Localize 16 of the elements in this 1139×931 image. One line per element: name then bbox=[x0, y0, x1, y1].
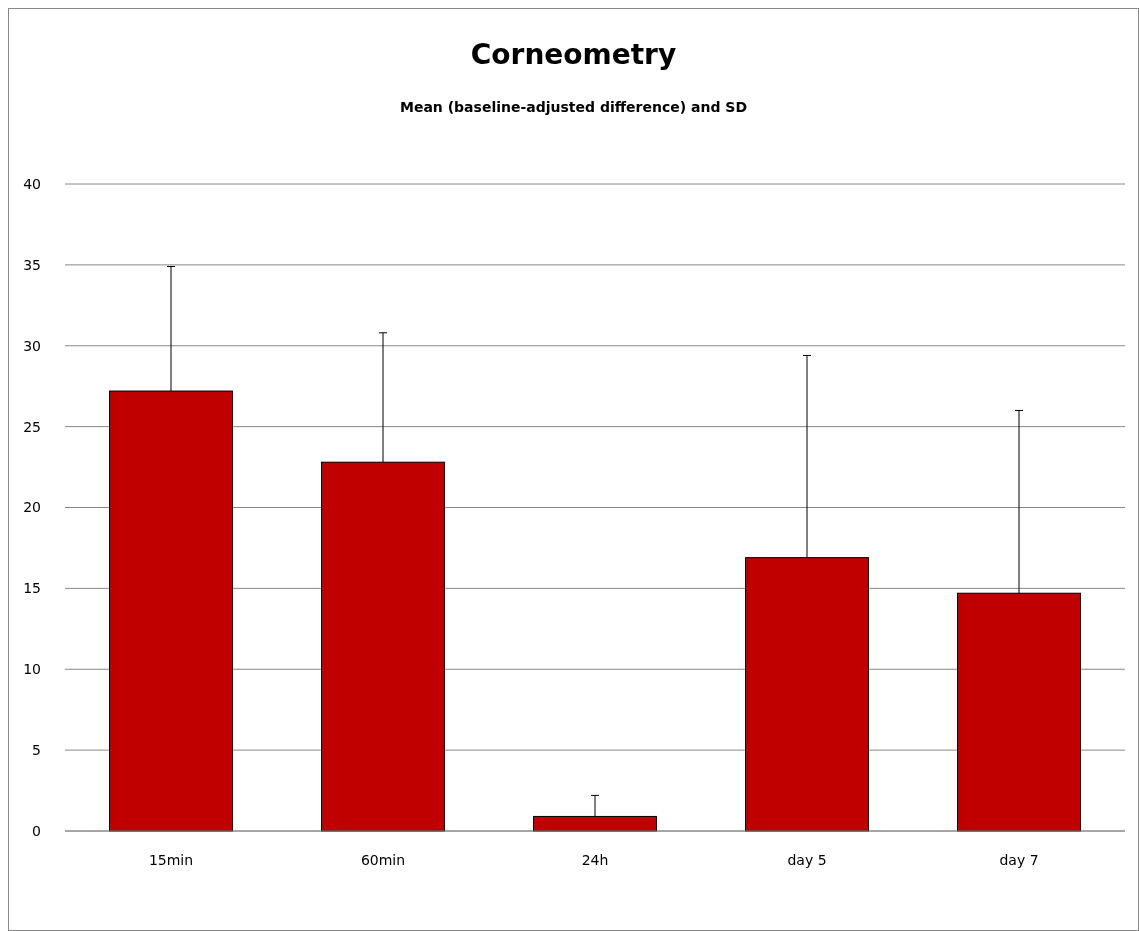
y-tick-label: 40 bbox=[23, 175, 41, 192]
chart-subtitle: Mean (baseline-adjusted difference) and SD bbox=[399, 99, 748, 115]
y-tick-label: 25 bbox=[23, 418, 41, 435]
x-tick-label: 15min bbox=[148, 852, 194, 868]
x-tick-label: 24h bbox=[581, 852, 609, 868]
y-tick-label: 0 bbox=[32, 822, 41, 839]
chart-title: Corneometry bbox=[470, 38, 677, 71]
x-tick-label: day 5 bbox=[787, 852, 827, 868]
y-tick-label: 35 bbox=[23, 256, 41, 273]
y-tick-label: 10 bbox=[23, 661, 41, 678]
y-tick-label: 5 bbox=[32, 742, 41, 759]
y-tick-label: 20 bbox=[23, 499, 41, 516]
x-tick-label: 60min bbox=[360, 852, 406, 868]
y-tick-label: 15 bbox=[23, 580, 41, 597]
y-tick-label: 30 bbox=[23, 337, 41, 354]
x-tick-label: day 7 bbox=[999, 852, 1039, 868]
